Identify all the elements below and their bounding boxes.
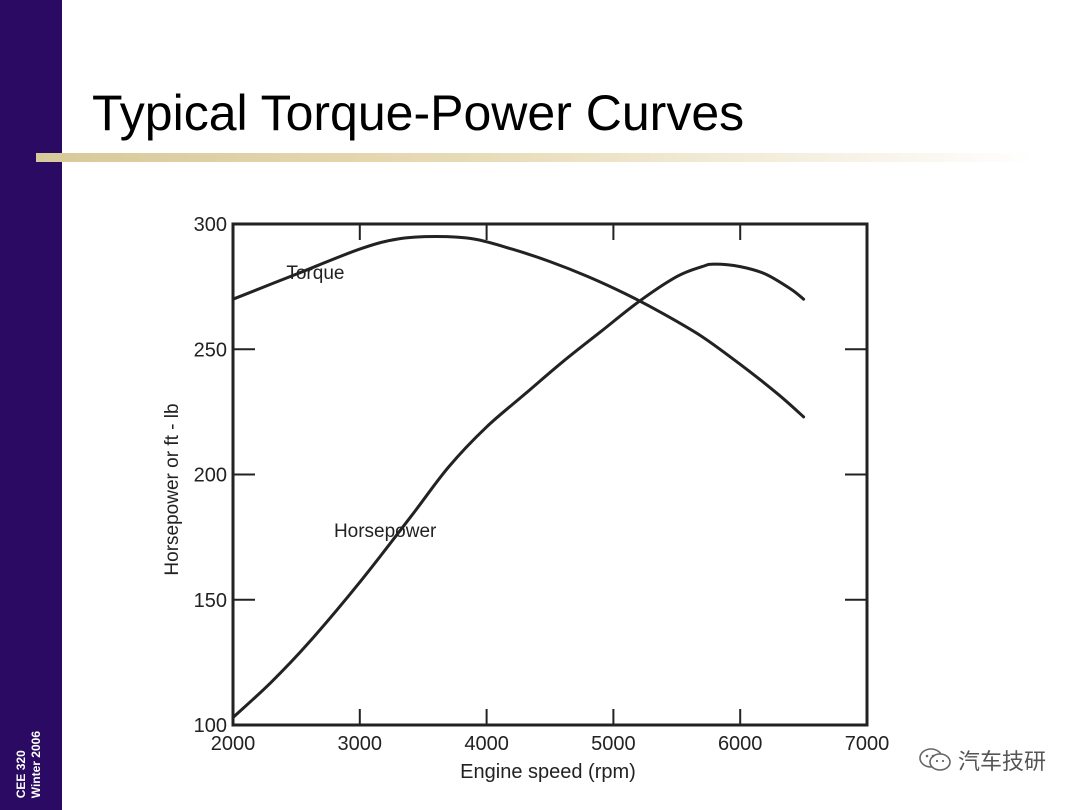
watermark: 汽车技研 — [918, 744, 1046, 776]
watermark-text: 汽车技研 — [957, 750, 1046, 775]
torque-line — [231, 235, 806, 419]
horsepower-line — [231, 262, 806, 719]
wechat-icon — [919, 748, 951, 771]
y-tick-label: 100 — [194, 715, 227, 737]
plot-frame — [231, 222, 869, 727]
x-tick-label: 7000 — [845, 733, 890, 755]
x-tick-label: 3000 — [338, 733, 383, 755]
x-tick-label: 6000 — [718, 733, 763, 755]
y-tick-label: 150 — [194, 590, 227, 612]
x-axis-label: Engine speed (rpm) — [460, 761, 636, 783]
y-tick-label: 200 — [194, 465, 227, 487]
sidebar-band: CEE 320 Winter 2006 — [0, 0, 62, 810]
slide-title: Typical Torque-Power Curves — [92, 85, 745, 141]
y-axis-label: Horsepower or ft - lb — [162, 403, 183, 575]
x-tick-label: 5000 — [591, 733, 636, 755]
horsepower-series-label: Horsepower — [334, 521, 437, 542]
title-underline — [36, 153, 1036, 162]
x-tick-label: 4000 — [464, 733, 509, 755]
torque-series-label: Torque — [286, 263, 344, 284]
y-tick-label: 250 — [194, 339, 227, 361]
x-tick-label: 2000 — [211, 733, 256, 755]
y-tick-label: 300 — [194, 214, 227, 236]
